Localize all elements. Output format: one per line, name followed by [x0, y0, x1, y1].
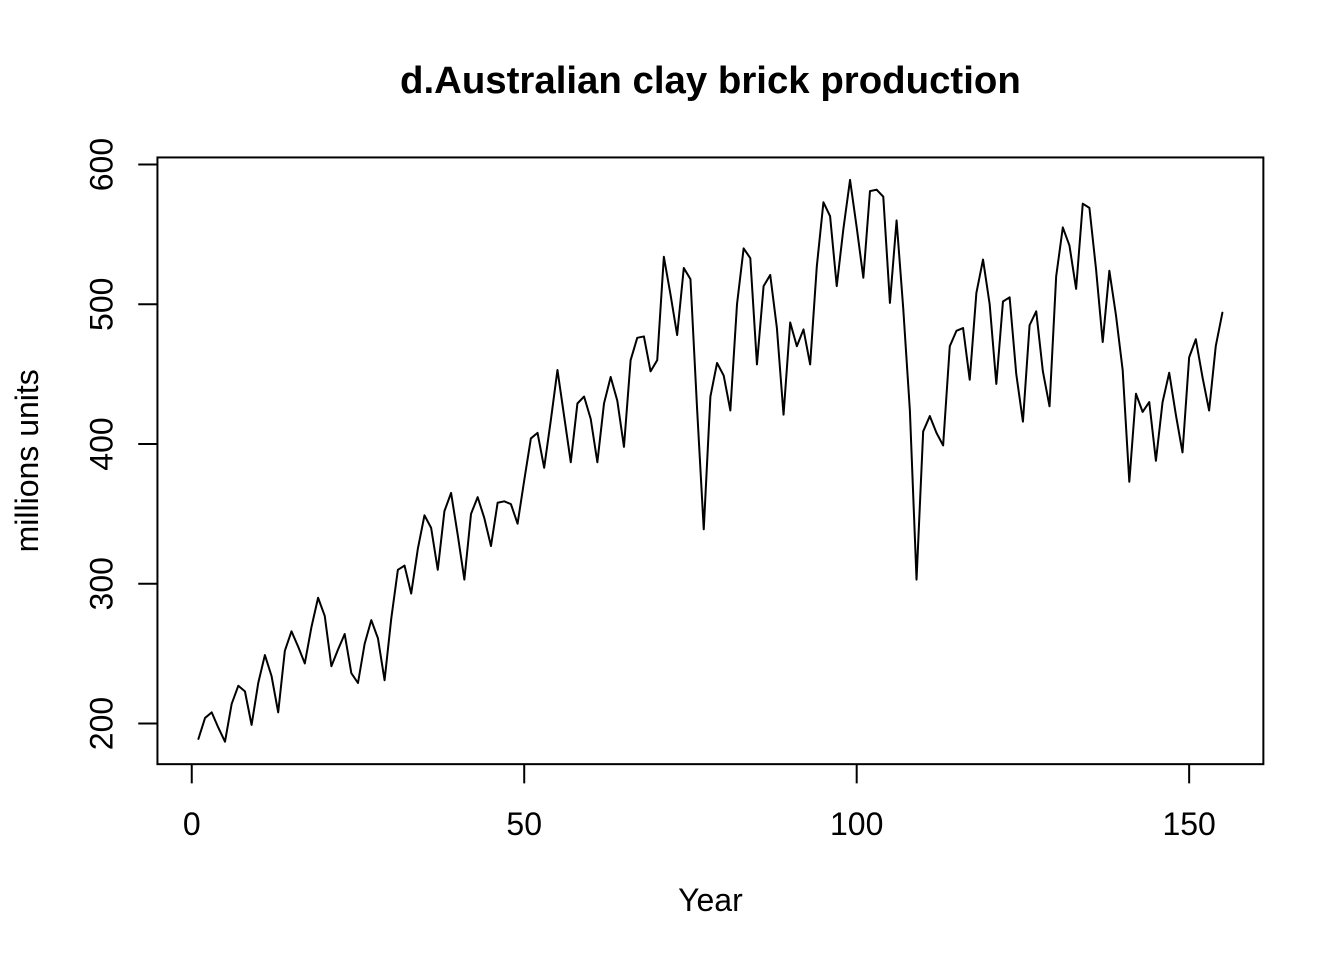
- svg-text:300: 300: [84, 557, 120, 610]
- svg-text:100: 100: [830, 806, 883, 842]
- svg-text:600: 600: [84, 138, 120, 191]
- svg-text:millions units: millions units: [9, 369, 45, 552]
- svg-text:d.Australian clay brick produc: d.Australian clay brick production: [400, 59, 1021, 102]
- svg-text:500: 500: [84, 278, 120, 331]
- svg-text:0: 0: [183, 806, 201, 842]
- svg-text:Year: Year: [678, 882, 743, 918]
- svg-text:150: 150: [1162, 806, 1215, 842]
- svg-text:200: 200: [84, 697, 120, 750]
- svg-text:400: 400: [84, 417, 120, 470]
- svg-text:50: 50: [506, 806, 542, 842]
